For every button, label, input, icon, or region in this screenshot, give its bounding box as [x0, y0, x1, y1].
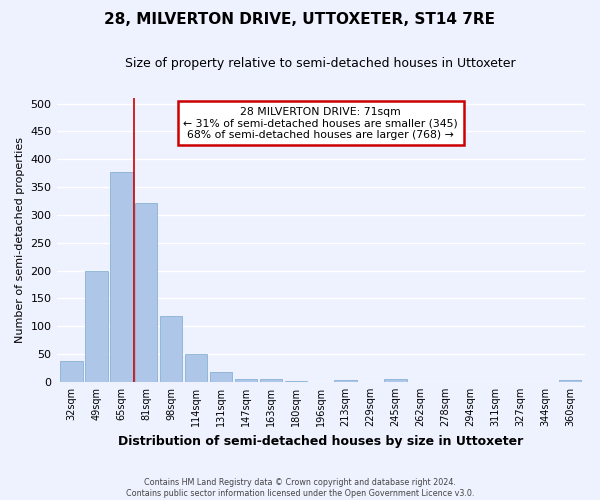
Title: Size of property relative to semi-detached houses in Uttoxeter: Size of property relative to semi-detach… — [125, 58, 516, 70]
Bar — [135, 202, 157, 382]
Bar — [85, 270, 107, 382]
X-axis label: Distribution of semi-detached houses by size in Uttoxeter: Distribution of semi-detached houses by … — [118, 434, 523, 448]
Bar — [210, 372, 232, 382]
Text: 28 MILVERTON DRIVE: 71sqm
← 31% of semi-detached houses are smaller (345)
68% of: 28 MILVERTON DRIVE: 71sqm ← 31% of semi-… — [184, 106, 458, 140]
Text: 28, MILVERTON DRIVE, UTTOXETER, ST14 7RE: 28, MILVERTON DRIVE, UTTOXETER, ST14 7RE — [104, 12, 496, 28]
Bar — [60, 362, 83, 382]
Text: Contains HM Land Registry data © Crown copyright and database right 2024.
Contai: Contains HM Land Registry data © Crown c… — [126, 478, 474, 498]
Y-axis label: Number of semi-detached properties: Number of semi-detached properties — [15, 137, 25, 343]
Bar — [235, 378, 257, 382]
Bar — [559, 380, 581, 382]
Bar — [334, 380, 357, 382]
Bar — [385, 379, 407, 382]
Bar — [185, 354, 208, 382]
Bar — [160, 316, 182, 382]
Bar — [110, 172, 133, 382]
Bar — [260, 378, 282, 382]
